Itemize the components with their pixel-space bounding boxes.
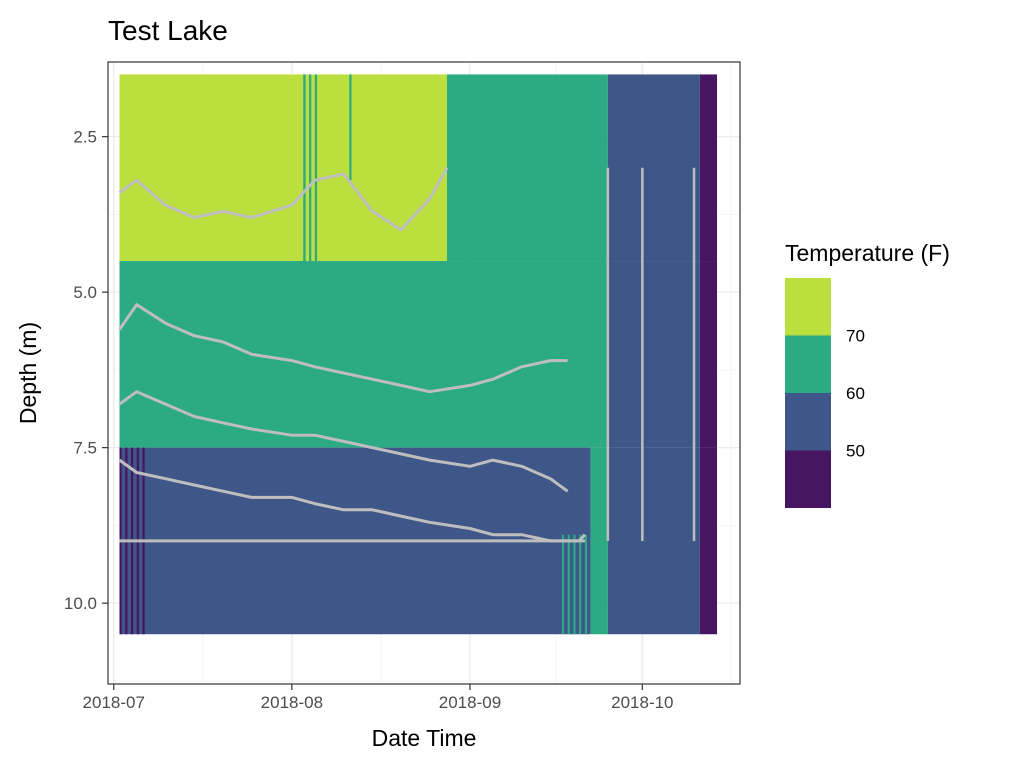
heatmap-cell-stripe [303, 74, 306, 262]
plot-panel-border [107, 61, 741, 685]
legend-key-60-70 [785, 335, 831, 393]
heatmap-cell [590, 447, 608, 635]
heatmap-cell [446, 74, 608, 262]
heatmap-cell-stripe [584, 534, 588, 635]
legend-key-50-60 [785, 393, 831, 451]
legend: Temperature (F) 70 60 50 [785, 240, 950, 508]
temperature-line-3 [118, 390, 569, 493]
heatmap-cell [607, 447, 700, 635]
heatmap-cell-stripe [573, 534, 576, 635]
temperature-line-2 [118, 303, 568, 394]
legend-title: Temperature (F) [785, 240, 950, 266]
temperature-line-1 [118, 166, 449, 232]
x-tick-label: 2018-10 [611, 693, 673, 712]
temperature-line-4 [118, 458, 586, 543]
legend-label: 70 [846, 327, 865, 346]
heatmap-cell [699, 447, 718, 635]
legend-label: 50 [846, 442, 865, 461]
legend-key-below-50 [785, 450, 831, 508]
y-tick-label: 5.0 [73, 283, 97, 302]
x-tick-label: 2018-08 [261, 693, 323, 712]
heatmap-cell [699, 74, 718, 262]
x-axis-title: Date Time [372, 725, 477, 751]
heatmap-cell [607, 261, 700, 448]
heatmap-cell [699, 261, 718, 448]
temperature-series [118, 166, 696, 543]
y-tick-label: 2.5 [73, 128, 97, 147]
chart-title: Test Lake [108, 15, 228, 46]
x-axis: 2018-07 2018-08 2018-09 2018-10 [83, 684, 674, 712]
y-tick-label: 7.5 [73, 439, 97, 458]
heatmap-cell-stripe [349, 74, 352, 181]
heatmap-cell-stripe [309, 74, 312, 262]
heatmap-cells [119, 74, 718, 635]
x-tick-label: 2018-07 [83, 693, 145, 712]
heatmap-cell-stripe [314, 74, 318, 262]
x-tick-label: 2018-09 [439, 693, 501, 712]
heatmap-cell-stripe [579, 534, 582, 635]
y-tick-label: 10.0 [64, 594, 97, 613]
y-axis-title: Depth (m) [15, 322, 41, 424]
legend-label: 60 [846, 384, 865, 403]
heatmap-cell [119, 261, 608, 448]
heatmap-cell-stripe [561, 534, 565, 635]
heatmap-cell [607, 74, 700, 262]
heatmap-cell [119, 74, 447, 262]
legend-key-above-70 [785, 278, 831, 336]
y-axis: 2.5 5.0 7.5 10.0 [64, 128, 108, 613]
heatmap-cell-stripe [567, 534, 570, 635]
